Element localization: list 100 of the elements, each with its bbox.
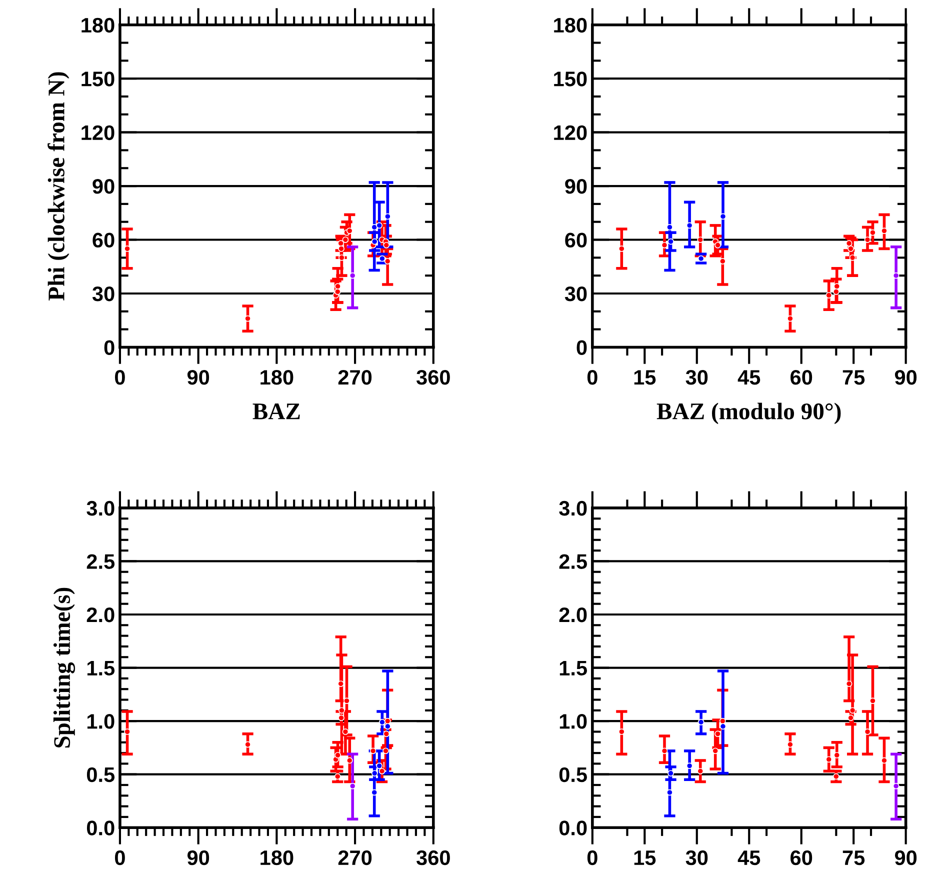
- point: [846, 680, 852, 687]
- y-tick-label: 3.0: [559, 500, 587, 516]
- point: [371, 770, 378, 776]
- y-tick-label: 60: [92, 232, 114, 248]
- point: [666, 789, 673, 796]
- y-tick-label: 150: [554, 72, 587, 86]
- point: [376, 762, 383, 770]
- point: [720, 213, 726, 220]
- y-tick-label: 0: [576, 340, 587, 355]
- point: [346, 228, 353, 234]
- point: [720, 723, 726, 730]
- point: [661, 748, 668, 754]
- point: [892, 782, 900, 790]
- point: [371, 224, 378, 230]
- point: [834, 752, 840, 758]
- point: [334, 288, 341, 295]
- point: [849, 707, 856, 714]
- point: [384, 258, 391, 264]
- x-tick-label: 270: [338, 850, 372, 866]
- x-tick-label: 45: [738, 850, 760, 866]
- x-tick-label: 30: [686, 850, 708, 866]
- point: [618, 246, 625, 252]
- x-axis-title: BAZ (modulo 90°): [656, 402, 841, 424]
- point: [787, 315, 794, 322]
- point: [686, 762, 693, 770]
- y-tick-label: 180: [554, 18, 587, 33]
- point: [338, 246, 344, 252]
- y-tick-label: 60: [565, 232, 587, 248]
- point: [826, 292, 832, 298]
- point: [342, 236, 349, 243]
- x-axis-title: BAZ: [252, 404, 300, 420]
- x-tick-label: 90: [894, 850, 917, 866]
- y-tick-label: 180: [82, 18, 114, 33]
- point: [697, 236, 704, 243]
- point: [338, 707, 345, 714]
- point: [849, 254, 856, 261]
- point: [244, 315, 251, 322]
- point: [334, 283, 341, 290]
- point: [370, 748, 376, 754]
- point: [349, 782, 356, 790]
- point: [244, 741, 251, 748]
- y-tick-label: 0.5: [559, 767, 587, 782]
- point: [376, 222, 383, 229]
- point: [338, 254, 345, 261]
- point: [371, 238, 378, 245]
- point: [666, 224, 673, 230]
- y-tick-label: 2.5: [559, 554, 587, 569]
- x-tick-label: 90: [894, 370, 917, 385]
- x-tick-label: 0: [115, 370, 125, 385]
- y-tick-label: 2.5: [86, 554, 115, 569]
- x-tick-label: 0: [587, 850, 598, 866]
- point: [848, 714, 854, 722]
- x-tick-label: 90: [187, 850, 210, 866]
- y-tick-label: 2.0: [559, 607, 587, 622]
- y-tick-label: 2.0: [86, 607, 114, 622]
- point: [371, 789, 378, 796]
- point: [668, 770, 674, 776]
- x-tick-label: 15: [634, 850, 656, 866]
- y-axis-title: Phi (clockwise from N): [48, 72, 70, 300]
- point: [881, 757, 888, 764]
- point: [714, 242, 721, 248]
- point: [870, 229, 876, 236]
- x-tick-label: 270: [338, 370, 372, 385]
- y-tick-label: 30: [564, 286, 587, 302]
- y-tick-label: 150: [82, 72, 114, 86]
- y-axis-title: Splitting time(s): [53, 588, 76, 748]
- point: [342, 728, 349, 735]
- point: [787, 741, 794, 748]
- x-tick-label: 75: [842, 370, 865, 385]
- x-tick-label: 75: [842, 850, 865, 866]
- x-tick-label: 30: [686, 370, 708, 385]
- point: [383, 242, 390, 248]
- point: [124, 728, 130, 735]
- x-tick-label: 360: [416, 850, 450, 866]
- x-tick-label: 360: [416, 370, 450, 385]
- point: [881, 228, 888, 234]
- y-tick-label: 90: [92, 179, 114, 194]
- x-tick-label: 0: [115, 850, 125, 866]
- x-tick-label: 0: [587, 370, 598, 385]
- point: [618, 728, 625, 735]
- y-tick-label: 0.0: [86, 820, 114, 836]
- point: [384, 213, 391, 220]
- point: [892, 272, 900, 279]
- x-tick-label: 180: [260, 370, 294, 385]
- y-tick-label: 90: [565, 179, 587, 194]
- y-tick-label: 120: [554, 125, 587, 140]
- point: [124, 246, 130, 252]
- point: [383, 730, 390, 738]
- point: [384, 723, 391, 730]
- y-tick-label: 30: [92, 286, 114, 302]
- point: [338, 680, 344, 687]
- point: [349, 272, 356, 279]
- point: [832, 288, 840, 295]
- point: [712, 748, 719, 754]
- point: [697, 768, 704, 774]
- x-tick-label: 60: [790, 850, 812, 866]
- y-tick-label: 1.0: [87, 714, 114, 729]
- x-tick-label: 45: [738, 370, 760, 385]
- point: [378, 718, 386, 726]
- point: [719, 718, 726, 724]
